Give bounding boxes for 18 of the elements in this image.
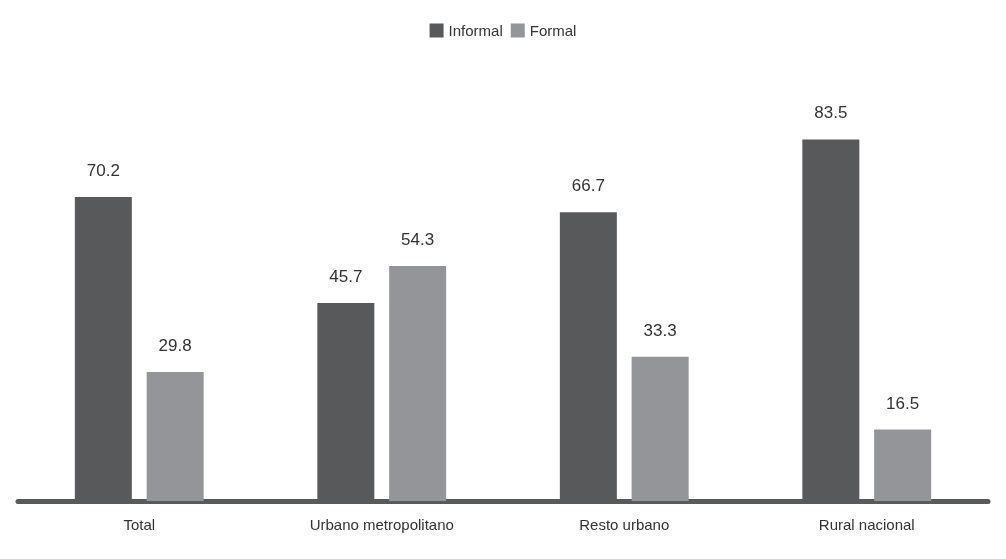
bar [631, 356, 689, 501]
bar [389, 265, 447, 501]
x-tick-label: Total [123, 516, 156, 533]
data-label: 70.2 [86, 161, 120, 181]
bar [874, 429, 932, 501]
bar [146, 371, 204, 501]
data-label: 33.3 [643, 320, 677, 340]
data-label: 83.5 [814, 103, 848, 123]
data-label: 66.7 [571, 176, 605, 196]
x-tick-label: Rural nacional [818, 516, 915, 533]
data-label: 45.7 [329, 267, 363, 287]
x-tick-label: Urbano metropolitano [309, 516, 454, 533]
data-label: 16.5 [886, 393, 920, 413]
data-label: 54.3 [401, 229, 435, 249]
legend-label: Formal [529, 22, 577, 39]
x-tick-label: Resto urbano [579, 516, 670, 533]
data-label: 29.8 [158, 335, 192, 355]
legend-label: Informal [448, 22, 503, 39]
